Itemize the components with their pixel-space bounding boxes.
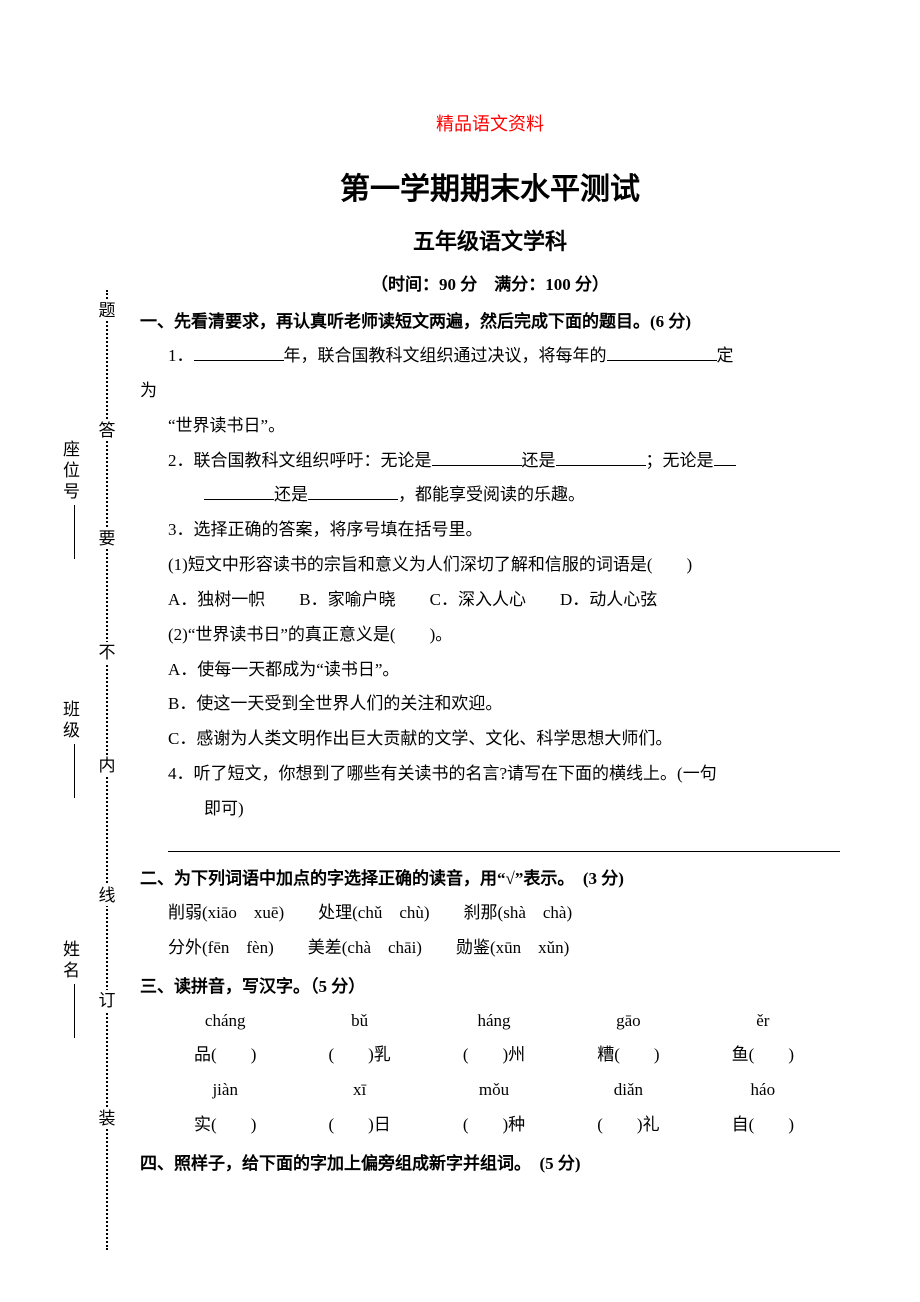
pinyin-cell: diǎn (571, 1073, 705, 1108)
title-sub: 五年级语文学科 (140, 224, 840, 256)
pinyin-cell: bǔ (302, 1004, 436, 1039)
blank (556, 449, 646, 466)
pinyin-cell: mǒu (437, 1073, 571, 1108)
section4-heading: 四、照样子，给下面的字加上偏旁组成新字并组词。 (5 分) (140, 1147, 840, 1181)
hanzi-cell: ( )乳 (302, 1038, 436, 1073)
blank (308, 483, 398, 500)
blank (194, 344, 284, 361)
page-body: 精品语文资料 第一学期期末水平测试 五年级语文学科 （时间：90 分 满分：10… (0, 0, 920, 1302)
pinyin-cell: gāo (571, 1004, 705, 1039)
q1-line2: 为 (140, 374, 840, 409)
q2-e: ，都能享受阅读的乐趣。 (398, 485, 585, 504)
hanzi-cell: ( )日 (302, 1108, 436, 1143)
q2-b: 还是 (522, 451, 556, 470)
q1-line3: “世界读书日”。 (140, 409, 840, 444)
hanzi-cell: 鱼( ) (706, 1038, 840, 1073)
q2-a: 2．联合国教科文组织呼吁：无论是 (168, 451, 432, 470)
hanzi-cell: ( )种 (437, 1108, 571, 1143)
section1-heading: 一、先看清要求，再认真听老师读短文两遍，然后完成下面的题目。(6 分) (140, 305, 840, 339)
q3-2-C: C．感谢为人类文明作出巨大贡献的文学、文化、科学思想大师们。 (140, 722, 840, 757)
title-main: 第一学期期末水平测试 (140, 164, 840, 208)
section2-heading: 二、为下列词语中加点的字选择正确的读音，用“√”表示。 (3 分) (140, 862, 840, 896)
answer-rule (168, 851, 840, 852)
pinyin-cell: cháng (168, 1004, 302, 1039)
hanzi-cell: ( )州 (437, 1038, 571, 1073)
exam-meta: （时间：90 分 满分：100 分） (140, 270, 840, 295)
q3-1-options: A．独树一帜 B．家喻户晓 C．深入人心 D．动人心弦 (140, 583, 840, 618)
q2-line2: 还是 ，都能享受阅读的乐趣。 (140, 478, 840, 513)
q3-2-A: A．使每一天都成为“读书日”。 (140, 653, 840, 688)
q3-2: (2)“世界读书日”的真正意义是( )。 (140, 618, 840, 653)
q1-line1: 1． 年，联合国教科文组织通过决议，将每年的 定 (140, 339, 840, 374)
hanzi-cell: 自( ) (706, 1108, 840, 1143)
q2-line1: 2．联合国教科文组织呼吁：无论是 还是 ；无论是 (140, 444, 840, 479)
pinyin-cell: háng (437, 1004, 571, 1039)
pinyin-cell: jiàn (168, 1073, 302, 1108)
q3-2-B: B．使这一天受到全世界人们的关注和欢迎。 (140, 687, 840, 722)
hanzi-cell: 糟( ) (571, 1038, 705, 1073)
blank (204, 483, 274, 500)
q3-head: 3．选择正确的答案，将序号填在括号里。 (140, 513, 840, 548)
sec3-hanzi-row1: 品( ) ( )乳 ( )州 糟( ) 鱼( ) (140, 1038, 840, 1073)
blank (714, 449, 736, 466)
q2-c: ；无论是 (646, 451, 714, 470)
sec3-pinyin-row1: cháng bǔ háng gāo ěr (140, 1004, 840, 1039)
pinyin-cell: ěr (706, 1004, 840, 1039)
hanzi-cell: ( )礼 (571, 1108, 705, 1143)
q3-1: (1)短文中形容读书的宗旨和意义为人们深切了解和信服的词语是( ) (140, 548, 840, 583)
q1-suffix: 定 (717, 346, 734, 365)
sec2-row1: 削弱(xiāo xuē) 处理(chǔ chù) 刹那(shà chà) (140, 896, 840, 931)
q1-mid: 年，联合国教科文组织通过决议，将每年的 (284, 346, 607, 365)
sec2-row2: 分外(fēn fèn) 美差(chà chāi) 勋鉴(xūn xǔn) (140, 931, 840, 966)
section3-heading: 三、读拼音，写汉字。（5 分） (140, 970, 840, 1004)
q4-line1: 4．听了短文，你想到了哪些有关读书的名言?请写在下面的横线上。(一句 (140, 757, 840, 792)
top-banner: 精品语文资料 (140, 110, 840, 136)
hanzi-cell: 实( ) (168, 1108, 302, 1143)
pinyin-cell: xī (302, 1073, 436, 1108)
q4-line2: 即可) (140, 792, 840, 827)
q2-d: 还是 (274, 485, 308, 504)
blank (607, 344, 717, 361)
pinyin-cell: háo (706, 1073, 840, 1108)
blank (432, 449, 522, 466)
sec3-hanzi-row2: 实( ) ( )日 ( )种 ( )礼 自( ) (140, 1108, 840, 1143)
q1-prefix: 1． (168, 346, 194, 365)
sec3-pinyin-row2: jiàn xī mǒu diǎn háo (140, 1073, 840, 1108)
hanzi-cell: 品( ) (168, 1038, 302, 1073)
